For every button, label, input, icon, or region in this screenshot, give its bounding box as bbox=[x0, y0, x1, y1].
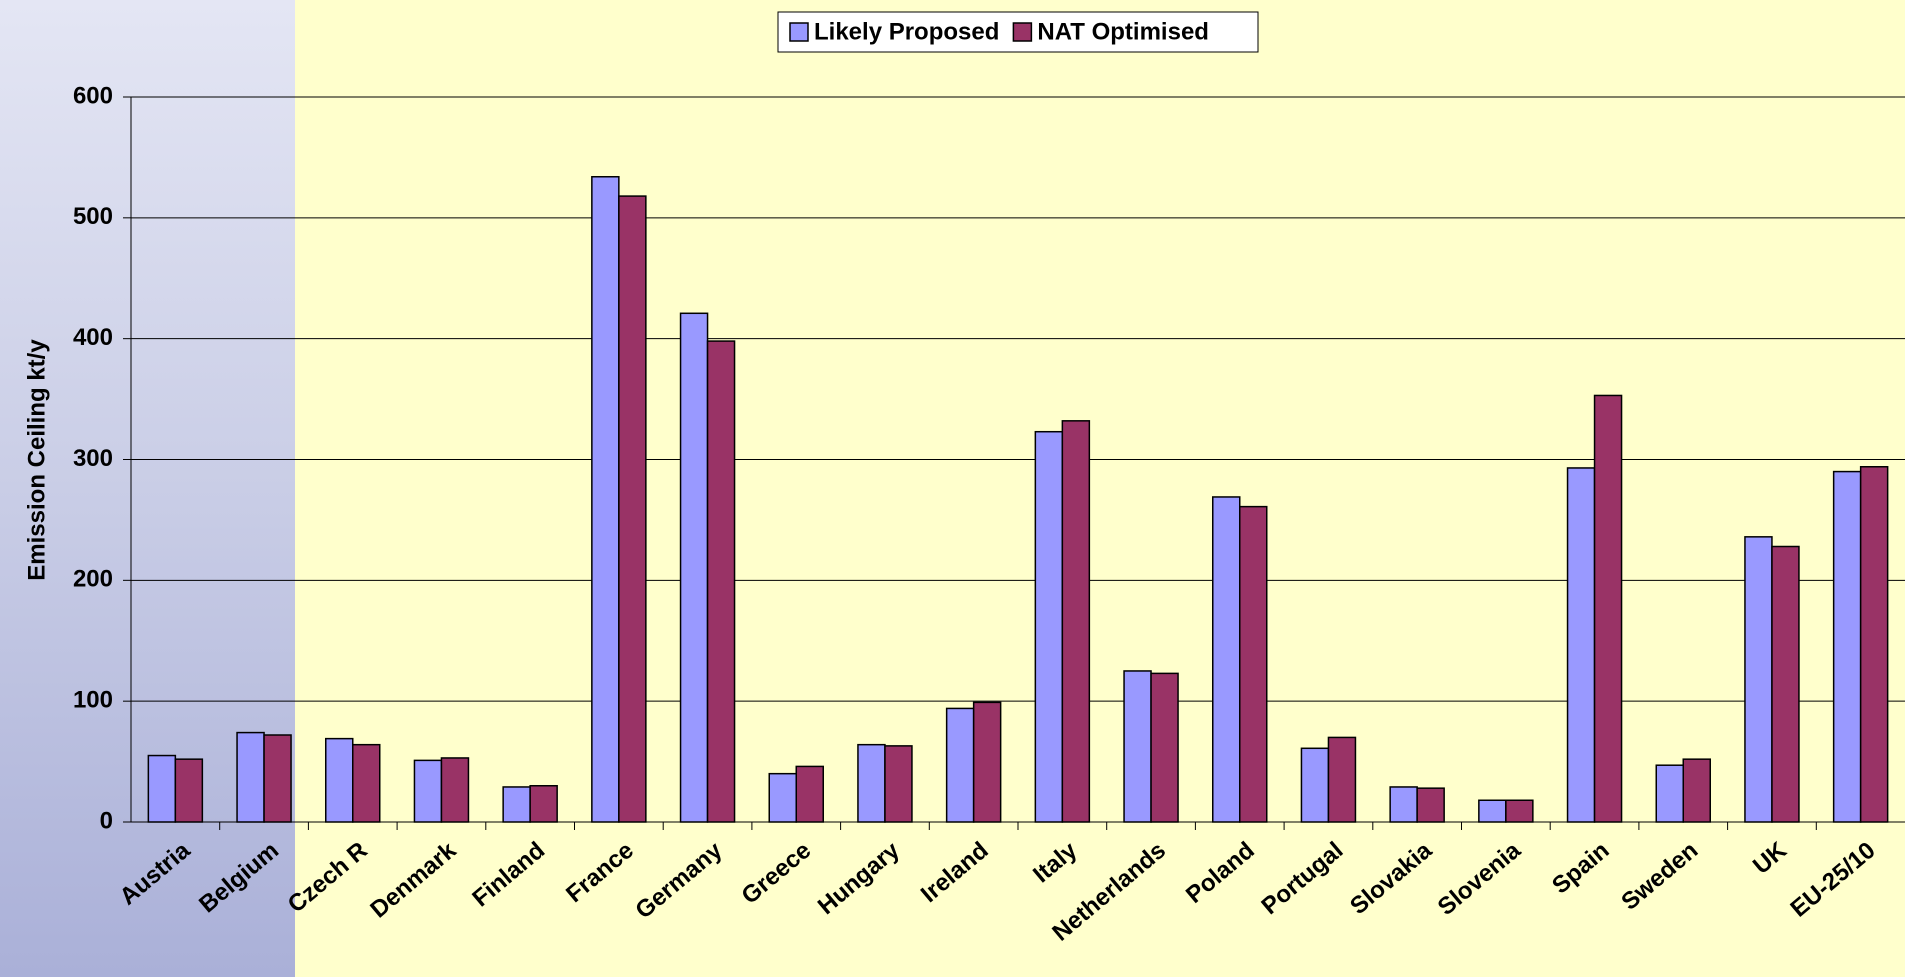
bar bbox=[1568, 468, 1595, 822]
y-tick-label: 600 bbox=[73, 82, 113, 109]
bar bbox=[1062, 421, 1089, 822]
bar bbox=[1240, 507, 1267, 822]
bar bbox=[619, 196, 646, 822]
bar bbox=[414, 760, 441, 822]
y-tick-label: 300 bbox=[73, 445, 113, 472]
y-axis-label: Emission Ceiling kt/y bbox=[23, 339, 50, 581]
bar bbox=[1595, 395, 1622, 822]
bar bbox=[708, 341, 735, 822]
bar bbox=[1417, 788, 1444, 822]
bar bbox=[1479, 800, 1506, 822]
bar bbox=[1328, 737, 1355, 822]
bar bbox=[1506, 800, 1533, 822]
bar bbox=[1035, 432, 1062, 822]
bar bbox=[1151, 673, 1178, 822]
bar bbox=[503, 787, 530, 822]
bar bbox=[1124, 671, 1151, 822]
bar bbox=[1390, 787, 1417, 822]
bar bbox=[1301, 748, 1328, 822]
bar bbox=[353, 745, 380, 822]
bar bbox=[1683, 759, 1710, 822]
bar bbox=[237, 733, 264, 822]
bar bbox=[947, 708, 974, 822]
bar bbox=[681, 313, 708, 822]
y-tick-label: 0 bbox=[100, 807, 113, 834]
bar bbox=[592, 177, 619, 822]
legend-label: Likely Proposed bbox=[814, 18, 999, 45]
bar bbox=[148, 756, 175, 822]
legend-swatch bbox=[790, 23, 808, 41]
chart: Emission Ceiling kt/y 0 100 200 300 400 500 60… bbox=[0, 0, 1905, 977]
y-tick-label: 200 bbox=[73, 566, 113, 593]
bar bbox=[1213, 497, 1240, 822]
legend-swatch bbox=[1013, 23, 1031, 41]
bar bbox=[858, 745, 885, 822]
bar bbox=[326, 739, 353, 822]
y-tick-label: 400 bbox=[73, 324, 113, 351]
bar bbox=[175, 759, 202, 822]
bar bbox=[264, 735, 291, 822]
bar bbox=[441, 758, 468, 822]
bar bbox=[530, 786, 557, 822]
bar bbox=[1834, 472, 1861, 822]
bar bbox=[796, 766, 823, 822]
bar bbox=[974, 702, 1001, 822]
legend-label: NAT Optimised bbox=[1037, 18, 1209, 45]
bar bbox=[1861, 467, 1888, 822]
bar bbox=[769, 774, 796, 822]
bar bbox=[885, 746, 912, 822]
bar bbox=[1656, 765, 1683, 822]
bar bbox=[1772, 547, 1799, 823]
y-tick-label: 100 bbox=[73, 687, 113, 714]
y-tick-label: 500 bbox=[73, 203, 113, 230]
bar bbox=[1745, 537, 1772, 822]
